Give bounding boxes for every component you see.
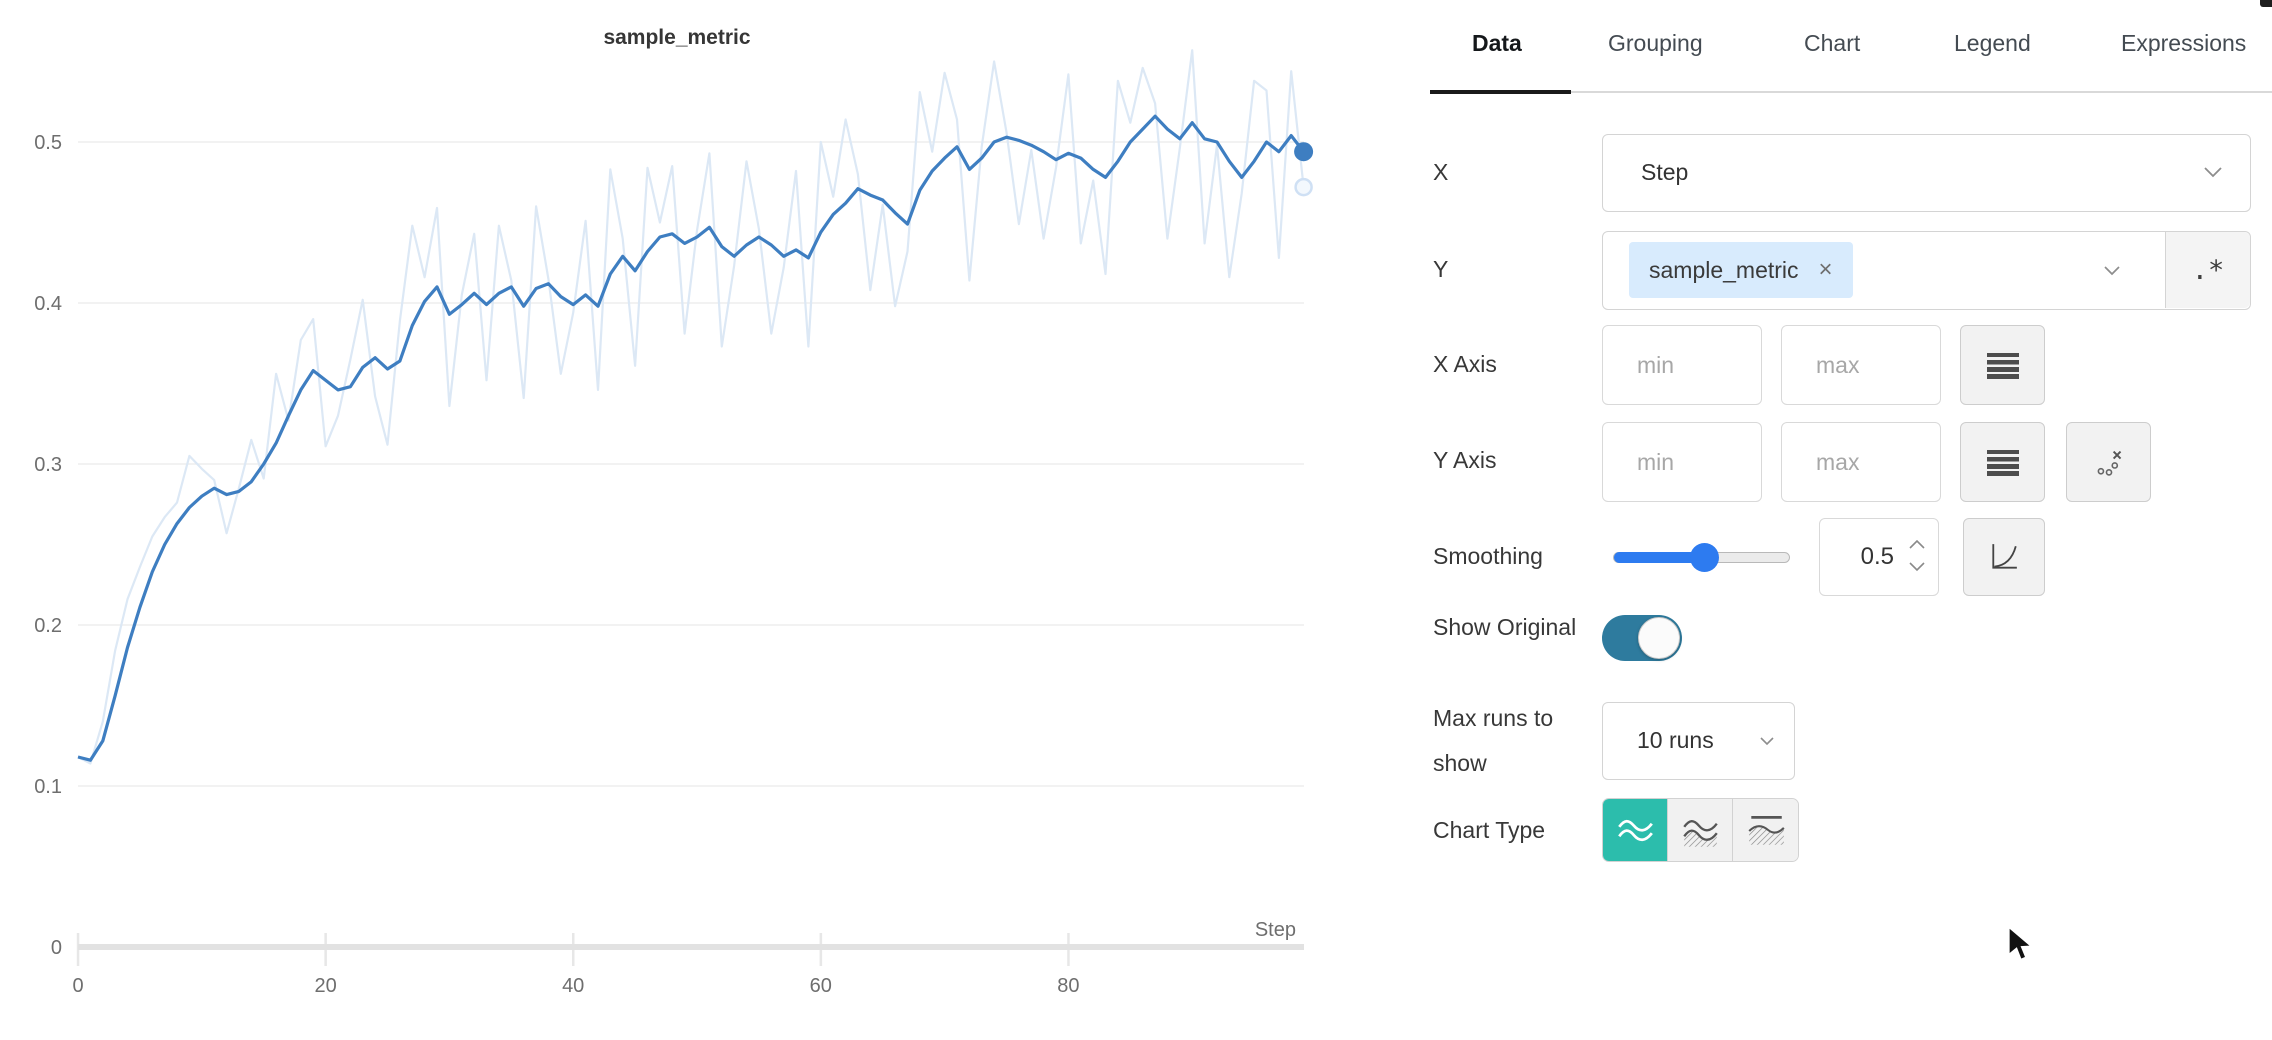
area-plot-icon — [1683, 820, 1718, 847]
x-axis-min-input[interactable] — [1602, 325, 1762, 405]
max-runs-row-label: Max runs to show — [1433, 705, 1554, 776]
stepper-up-icon[interactable] — [1909, 540, 1925, 550]
running-average-button[interactable] — [1963, 518, 2045, 596]
metric-chart[interactable]: 0.5 0.4 0.3 0.2 0.1 00 20 40 60 80 Step — [0, 0, 1354, 1040]
original-line — [77, 49, 1305, 765]
active-tab-underline — [1430, 90, 1571, 94]
chart-title: sample_metric — [603, 26, 751, 49]
smoothing-slider[interactable] — [1613, 543, 1790, 572]
show-original-toggle[interactable] — [1602, 615, 1682, 661]
smoothed-line — [77, 114, 1305, 762]
y-axis-min-input[interactable] — [1602, 422, 1762, 502]
stepper-down-icon[interactable] — [1909, 562, 1925, 572]
mouse-cursor — [2007, 926, 2034, 961]
max-runs-value: 10 runs — [1637, 727, 1714, 753]
scrollbar-thumb-sliver[interactable] — [2260, 0, 2272, 7]
y-axis-max-input[interactable] — [1781, 422, 1941, 502]
line-plot-icon — [1618, 819, 1653, 842]
chart-type-group — [1602, 798, 1799, 862]
max-runs-select[interactable]: 10 runs — [1602, 702, 1795, 780]
ignore-outliers-button[interactable] — [2066, 422, 2151, 502]
chevron-down-icon — [2104, 266, 2120, 276]
x-tick-label: 40 — [562, 975, 584, 997]
tab-data[interactable]: Data — [1472, 30, 1522, 56]
x-axis-max-input[interactable] — [1781, 325, 1941, 405]
chevron-down-icon — [2204, 167, 2222, 178]
x-tick-label: 60 — [810, 975, 832, 997]
y-tick-label: 0 — [51, 937, 62, 959]
chart-type-line-button[interactable] — [1603, 799, 1668, 861]
x-tick-label: 80 — [1057, 975, 1079, 997]
x-tick-label: 20 — [314, 975, 336, 997]
slider-fill — [1614, 552, 1704, 563]
x-select[interactable]: Step — [1602, 134, 2251, 212]
x-tick-label: 0 — [72, 975, 83, 997]
y-tick-label: 0.3 — [34, 454, 62, 476]
y-tick-label: 0.1 — [34, 776, 62, 798]
x-axis-log-scale-button[interactable] — [1960, 325, 2045, 405]
x-axis-row-label: X Axis — [1433, 351, 1497, 377]
y-axis-log-scale-button[interactable] — [1960, 422, 2045, 502]
y-metric-chip[interactable]: sample_metric × — [1629, 242, 1853, 298]
log-scale-icon — [1986, 352, 2019, 379]
x-row-label: X — [1433, 159, 1449, 185]
regex-toggle-button[interactable]: .* — [2165, 232, 2250, 308]
x-select-value: Step — [1641, 159, 1689, 185]
y-tick-label: 0.5 — [34, 132, 62, 154]
smoothing-value-box — [1819, 518, 1939, 596]
tab-bar: Data Grouping Chart Legend Expressions — [1430, 0, 2272, 94]
tab-legend[interactable]: Legend — [1954, 30, 2031, 56]
y-multiselect[interactable]: sample_metric × .* — [1602, 231, 2251, 310]
running-average-icon — [1992, 544, 2017, 569]
y-metric-chip-label: sample_metric — [1649, 256, 1799, 283]
chart-type-area-button[interactable] — [1668, 799, 1733, 861]
show-original-row-label: Show Original — [1433, 614, 1577, 640]
chip-remove-icon[interactable]: × — [1818, 256, 1833, 283]
y-axis-row-label: Y Axis — [1433, 447, 1497, 473]
y-tick-label: 0.4 — [34, 293, 62, 315]
original-end-point — [1294, 177, 1313, 197]
tab-grouping[interactable]: Grouping — [1608, 30, 1703, 56]
tab-chart[interactable]: Chart — [1804, 30, 1861, 56]
percentile-plot-icon — [1747, 816, 1785, 845]
y-tick-label: 0.2 — [34, 615, 62, 637]
smoothed-end-point — [1294, 142, 1314, 162]
smoothing-row-label: Smoothing — [1433, 543, 1543, 569]
chart-type-row-label: Chart Type — [1433, 817, 1546, 843]
slider-thumb[interactable] — [1690, 543, 1719, 572]
chart-type-percentile-button[interactable] — [1733, 799, 1798, 861]
chevron-down-icon — [1760, 737, 1774, 746]
smoothing-value-input[interactable] — [1819, 518, 1939, 596]
x-axis-line — [78, 944, 1304, 950]
x-axis-title: Step — [1255, 919, 1296, 941]
regex-label: .* — [2191, 254, 2225, 286]
y-row-label: Y — [1433, 256, 1449, 282]
tab-expressions[interactable]: Expressions — [2121, 30, 2247, 56]
log-scale-icon — [1986, 449, 2019, 476]
ignore-outliers-icon — [2097, 450, 2121, 476]
toggle-knob — [1638, 617, 1680, 659]
